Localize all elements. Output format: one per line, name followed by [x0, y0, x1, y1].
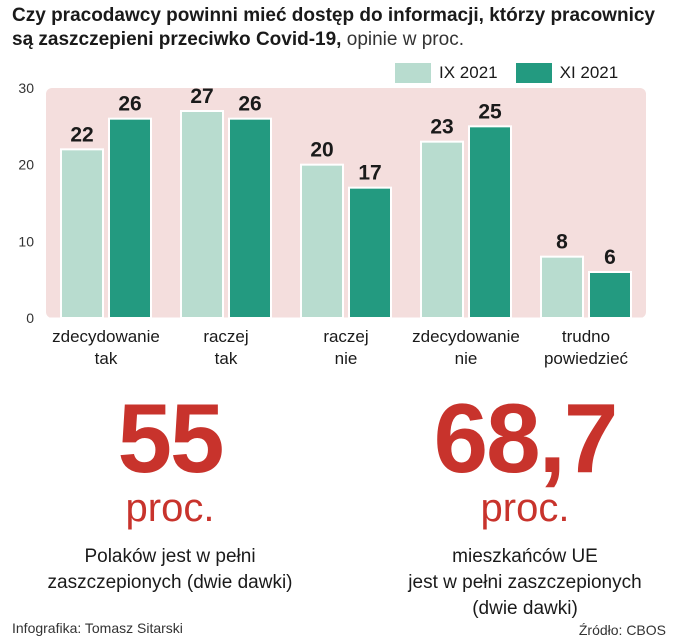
x-category-label: powiedzieć — [544, 349, 629, 368]
stat-eu-desc-line: (dwie dawki) — [472, 598, 578, 619]
bar-value-label: 26 — [238, 93, 261, 116]
legend-swatch-xi-2021 — [515, 63, 552, 83]
bar-value-label: 20 — [310, 139, 333, 162]
stat-poland-unit: proc. — [125, 486, 215, 530]
legend: IX 2021 XI 2021 — [395, 62, 636, 84]
bar-ix-2021 — [180, 110, 224, 319]
bar-value-label: 27 — [190, 85, 213, 108]
bar-ix-2021 — [300, 163, 344, 319]
y-tick-label: 20 — [18, 157, 34, 173]
y-tick-label: 10 — [18, 233, 34, 249]
legend-item-xi-2021: XI 2021 — [515, 63, 619, 83]
bar-ix-2021 — [540, 255, 584, 320]
stat-eu-desc-line: mieszkańców UE — [452, 546, 598, 567]
stat-poland-desc-line: zaszczepionych (dwie dawki) — [47, 572, 293, 593]
footer-credit: Infografika: Tomasz Sitarski — [12, 620, 183, 636]
stat-poland-value: 55 — [117, 383, 224, 493]
y-tick-label: 0 — [26, 310, 34, 326]
x-category-label: zdecydowanie — [412, 327, 520, 346]
x-category-label: raczej — [323, 327, 368, 346]
y-tick-label: 30 — [18, 80, 34, 96]
stat-eu-unit: proc. — [480, 486, 570, 530]
bar-xi-2021 — [348, 186, 392, 319]
x-category-label: tak — [215, 349, 238, 368]
title-main: Czy pracodawcy powinni mieć dostęp do in… — [12, 5, 655, 50]
stat-eu-desc-line: jest w pełni zaszczepionych — [408, 572, 642, 593]
bar-value-label: 25 — [478, 100, 502, 123]
stat-eu: 68,7 proc. — [380, 388, 670, 528]
bar-value-label: 23 — [430, 116, 453, 139]
stat-poland-desc-line: Polaków jest w pełni — [84, 546, 256, 567]
x-category-label: tak — [95, 349, 118, 368]
bar-xi-2021 — [228, 117, 272, 319]
bar-ix-2021 — [420, 140, 464, 319]
x-category-label: nie — [455, 349, 478, 368]
bar-chart: 0 10 20 30 22 26 zdecydowanie tak 27 26 raczej tak 2… — [18, 80, 646, 368]
stat-eu-description: mieszkańców UE jest w pełni zaszczepiony… — [365, 544, 680, 622]
x-category-label: zdecydowanie — [52, 327, 160, 346]
x-category-label: trudno — [562, 327, 610, 346]
stat-poland-description: Polaków jest w pełni zaszczepionych (dwi… — [20, 544, 320, 596]
chart-title: Czy pracodawcy powinni mieć dostęp do in… — [12, 4, 672, 52]
footer-source: Źródło: CBOS — [578, 622, 666, 638]
bar-value-label: 26 — [118, 93, 141, 116]
bar-value-label: 8 — [556, 231, 568, 254]
bar-xi-2021 — [588, 271, 632, 319]
bar-value-label: 17 — [358, 162, 381, 185]
legend-label-ix-2021: IX 2021 — [439, 63, 498, 82]
bar-ix-2021 — [60, 148, 104, 320]
x-category-label: nie — [335, 349, 358, 368]
legend-swatch-ix-2021 — [395, 63, 431, 83]
bar-xi-2021 — [468, 125, 512, 320]
stat-eu-value: 68,7 — [433, 383, 619, 493]
bar-value-label: 22 — [70, 123, 93, 146]
legend-label-xi-2021: XI 2021 — [559, 63, 619, 82]
stat-poland: 55 proc. — [40, 388, 300, 528]
title-unit: opinie w proc. — [341, 29, 464, 50]
x-category-label: raczej — [203, 327, 248, 346]
bar-value-label: 6 — [604, 246, 616, 269]
legend-item-ix-2021: IX 2021 — [395, 63, 498, 83]
bar-xi-2021 — [108, 117, 152, 319]
